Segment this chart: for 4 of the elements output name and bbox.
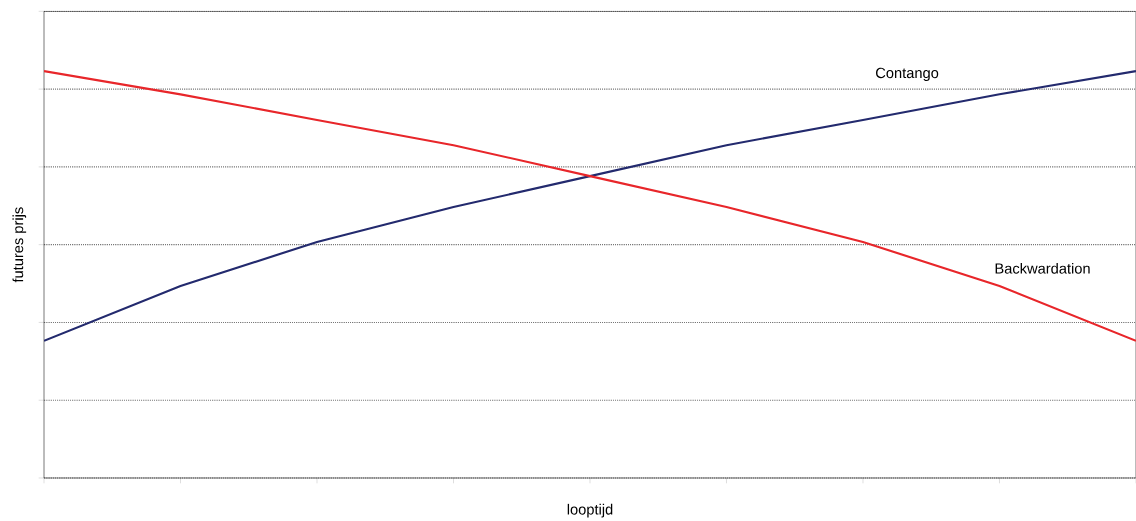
series-label: Backwardation bbox=[995, 262, 1090, 274]
series-label: Contango bbox=[876, 67, 939, 82]
y-axis-title: futures prijs bbox=[12, 207, 27, 283]
x-axis-title: looptijd bbox=[567, 503, 613, 518]
